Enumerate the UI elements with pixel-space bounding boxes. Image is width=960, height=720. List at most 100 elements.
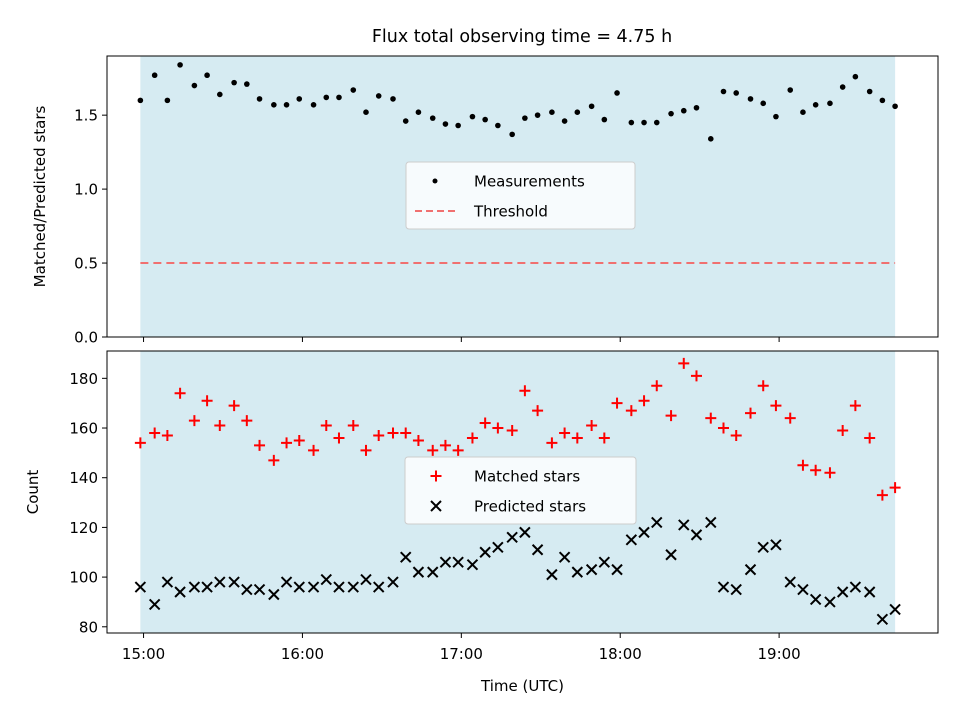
y-tick-label: 120 [69,519,98,537]
measurement-point [137,97,144,104]
matched-star-point [586,420,598,432]
measurement-point [283,102,290,108]
matched-star-point [876,489,888,501]
measurement-point [534,112,541,118]
matched-star-point [308,444,320,456]
matched-star-point [611,397,623,409]
measurement-point [191,82,198,89]
matched-star-point [559,427,571,439]
predicted-star-point [134,581,147,593]
measurement-point [693,104,700,111]
y-tick-label: 180 [69,370,98,388]
matched-star-point [214,420,226,432]
measurement-point [707,136,714,142]
measurement-point [310,102,317,108]
measurement-point [402,118,409,124]
measurement-point [773,113,779,120]
matched-star-point [134,437,146,449]
predicted-star-point [360,573,372,586]
y-tick-label: 160 [69,420,98,438]
measurement-point [256,96,263,102]
count-axes-frame [106,350,939,634]
measurement-point [733,90,740,96]
measurement-point [469,113,476,120]
predicted-star-point [506,531,518,544]
measurement-point [177,62,183,68]
measurement-point [787,87,794,93]
matched-star-point [360,444,372,456]
x-tick-label: 16:00 [281,645,324,663]
predicted-star-point [201,581,213,593]
predicted-star-point [161,576,174,588]
matched-star-point [532,405,544,417]
predicted-star-point [174,586,186,598]
matched-star-point [546,437,558,449]
predicted-star-point [387,576,399,588]
matched-star-point [837,425,849,437]
y-tick-label: 0.0 [74,329,98,347]
matched-star-point [797,459,809,471]
measurement-point [204,72,210,79]
predicted-star-point [253,583,266,596]
measurement-point [892,103,898,110]
matched-star-point [281,437,293,449]
matched-star-point [174,387,186,399]
matched-star-point [452,444,464,456]
measurement-point [549,109,555,115]
predicted-star-point [333,581,345,593]
matched-star-point [201,395,213,407]
legend-label-threshold: Threshold [473,203,548,221]
matched-star-point [730,429,742,441]
predicted-star-point [492,541,504,553]
measurement-point [375,93,382,99]
predicted-star-point [824,596,836,608]
measurement-point [164,97,171,104]
y-tick-label: 1.0 [74,181,98,199]
predicted-star-point [372,581,385,593]
y-tick-label: 80 [79,618,98,636]
predicted-star-point [717,581,730,593]
matched-star-point [571,432,583,444]
measurement-point [601,116,608,123]
legend-marker-matched [430,470,442,482]
predicted-star-point [519,526,531,539]
ratio-legend: Measurements Threshold [405,161,636,230]
matched-star-point [824,467,836,479]
matched-star-point [333,432,345,444]
legend-label-measurements: Measurements [474,173,585,191]
predicted-star-point [665,549,677,561]
measurement-point [350,87,357,93]
measurement-point [641,119,647,126]
count-y-axis-label: Count [24,470,42,515]
matched-star-point [188,415,200,427]
chart-title: Flux total observing time = 4.75 h [372,27,672,47]
measurement-point [336,94,342,101]
predicted-star-point [439,556,452,568]
predicted-star-point [452,556,464,568]
matched-star-point [757,380,769,392]
measurement-point [852,73,859,80]
measurement-point [442,121,449,127]
predicted-star-point [571,566,584,578]
predicted-star-point [412,566,425,578]
measurement-point [244,81,250,87]
legend-label-matched: Matched stars [474,468,580,486]
count-legend-box [404,456,637,525]
matched-star-point [864,432,876,444]
matched-star-point [293,434,305,446]
matched-star-point [770,400,782,412]
measurement-point [812,102,819,108]
matched-star-point [506,425,518,437]
matched-star-points [134,357,901,501]
matched-star-point [347,420,359,432]
matched-star-point [373,429,385,441]
predicted-star-points [134,516,901,626]
matched-star-point [427,444,439,456]
measurement-point [800,109,806,115]
matched-star-point [784,412,796,424]
y-tick-label: 1.5 [74,107,98,125]
predicted-star-point [836,586,849,598]
measurement-point [390,96,396,102]
matched-star-point [810,464,822,476]
